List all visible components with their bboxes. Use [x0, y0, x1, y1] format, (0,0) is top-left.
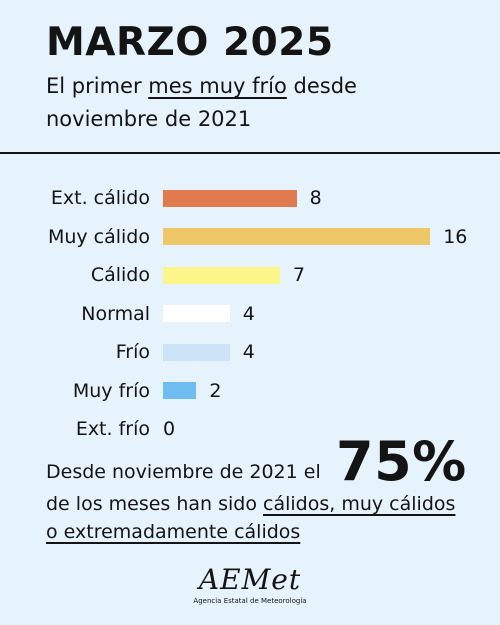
stat-line2-pre: de los meses han sido: [46, 493, 264, 515]
page-title: MARZO 2025: [46, 20, 334, 65]
value-label: 4: [242, 302, 255, 325]
category-label: Muy frío: [72, 379, 150, 402]
bar: [163, 266, 280, 284]
bar: [163, 382, 197, 399]
stat-line1: Desde noviembre de 2021 el 75%: [46, 434, 480, 490]
bar-chart: Ext. cálido 8 Muy cálido 16 Cálido 7 Normal 4 Fr…: [0, 180, 500, 450]
category-label: Muy cálido: [47, 225, 150, 248]
subtitle-link: mes muy frío: [148, 74, 287, 98]
bar: [163, 305, 230, 322]
value-label: 8: [309, 187, 322, 209]
category-label: Ext. cálido: [50, 187, 150, 209]
stat-percentage: 75%: [336, 430, 467, 493]
subtitle: El primer mes muy frío desde noviembre d…: [46, 70, 480, 136]
value-label: 16: [443, 225, 468, 248]
category-label: Cálido: [90, 264, 150, 286]
subtitle-pre: El primer: [46, 74, 149, 98]
subtitle-line2: noviembre de 2021: [46, 107, 252, 131]
stat-line3: o extremadamente cálidos: [46, 518, 480, 546]
bar: [163, 343, 230, 361]
bar: [163, 228, 431, 245]
value-label: 7: [292, 264, 305, 286]
stat-line3-underlined: o extremadamente cálidos: [46, 521, 301, 543]
logo-subtitle: Agencia Estatal de Meteorología: [193, 597, 307, 605]
value-label: 4: [242, 341, 255, 363]
divider: [0, 152, 500, 154]
stat-line2-underlined: cálidos, muy cálidos: [263, 493, 456, 515]
header: MARZO 2025 El primer mes muy frío desde …: [46, 20, 480, 136]
stat-block: Desde noviembre de 2021 el 75% de los me…: [46, 434, 480, 546]
logo-mark: AEMet: [198, 563, 302, 596]
aemet-logo: AEMet Agencia Estatal de Meteorología: [0, 563, 500, 606]
value-label: 0: [163, 418, 176, 440]
stat-line1-text: Desde noviembre de 2021 el: [46, 461, 321, 483]
category-label: Ext. frío: [75, 418, 150, 440]
value-label: 2: [209, 379, 222, 402]
category-label: Normal: [81, 302, 150, 325]
subtitle-post: desde: [286, 74, 357, 98]
stat-line2: de los meses han sido cálidos, muy cálid…: [46, 490, 480, 518]
bar: [163, 189, 297, 207]
category-label: Frío: [115, 341, 150, 363]
